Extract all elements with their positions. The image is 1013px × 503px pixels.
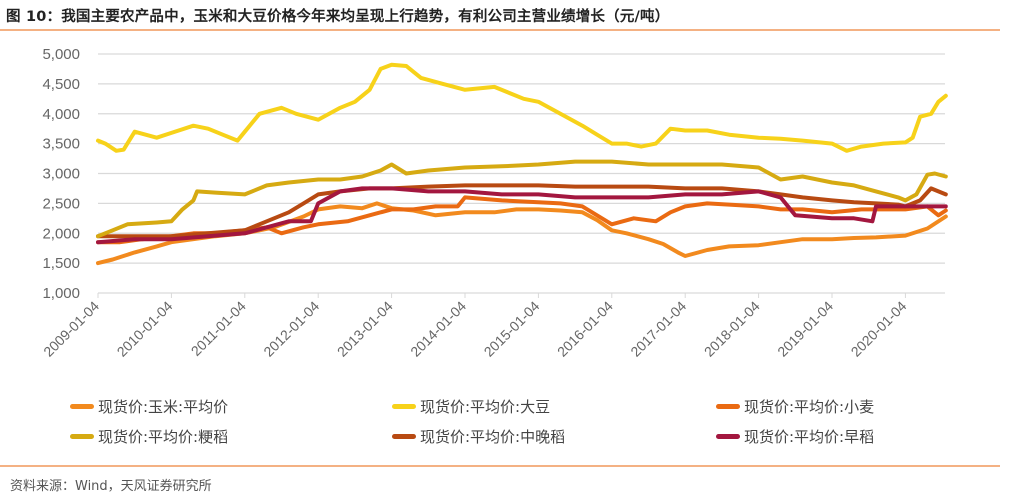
series-line (96, 183, 948, 239)
x-tick-label: 2016-01-04 (554, 298, 616, 360)
x-tick-label: 2012-01-04 (260, 298, 322, 360)
legend-label: 现货价:玉米:平均价 (98, 398, 229, 416)
series-lines (96, 62, 948, 266)
y-tick-label: 3,500 (42, 136, 80, 153)
legend-item-corn: 现货价:玉米:平均价 (70, 396, 228, 417)
legend-label: 现货价:平均价:小麦 (744, 398, 875, 416)
gridlines (98, 53, 945, 294)
series-line (96, 159, 948, 239)
chart-title: 图 10：我国主要农产品中，玉米和大豆价格今年来均呈现上行趋势，有利公司主营业绩… (6, 9, 670, 25)
y-tick-label: 2,500 (42, 195, 80, 212)
x-axis-ticks: 2009-01-04 2010-01-04 2011-01-04 2012-01-04… (40, 293, 910, 360)
y-tick-label: 1,500 (42, 255, 80, 272)
legend-item-wheat: 现货价:平均价:小麦 (716, 396, 874, 417)
y-tick-label: 2,000 (42, 225, 80, 242)
legend-item-japonica-rice: 现货价:平均价:粳稻 (70, 426, 228, 447)
legend-swatch-wheat (716, 404, 740, 409)
x-tick-label: 2017-01-04 (627, 298, 689, 360)
y-axis-ticks: 1,000 1,500 2,000 2,500 3,000 3,500 4,000 4,500… (42, 46, 80, 302)
legend-label: 现货价:平均价:大豆 (420, 398, 551, 416)
y-tick-label: 3,000 (42, 166, 80, 183)
x-tick-label: 2019-01-04 (774, 298, 836, 360)
series-line (96, 62, 948, 153)
y-tick-label: 5,000 (42, 46, 80, 63)
y-tick-label: 4,500 (42, 76, 80, 93)
legend-item-mid-late-rice: 现货价:平均价:中晚稻 (392, 426, 565, 447)
legend-label: 现货价:平均价:中晚稻 (420, 428, 566, 446)
bottom-divider (0, 465, 1000, 467)
legend-swatch-japonica-rice (70, 434, 94, 439)
legend-label: 现货价:平均价:早稻 (744, 428, 875, 446)
line-chart: 1,000 1,500 2,000 2,500 3,000 3,500 4,000 4,500… (40, 46, 948, 360)
legend-swatch-mid-late-rice (392, 434, 416, 439)
x-tick-label: 2011-01-04 (188, 298, 249, 359)
x-tick-label: 2010-01-04 (114, 298, 176, 360)
x-tick-label: 2020-01-04 (848, 298, 910, 360)
legend-item-early-rice: 现货价:平均价:早稻 (716, 426, 874, 447)
y-tick-label: 1,000 (42, 285, 80, 302)
legend-label: 现货价:平均价:粳稻 (98, 428, 229, 446)
x-tick-label: 2013-01-04 (334, 298, 396, 360)
legend-swatch-corn (70, 404, 94, 409)
x-tick-label: 2009-01-04 (40, 298, 102, 360)
legend-item-soybean: 现货价:平均价:大豆 (392, 396, 550, 417)
legend-swatch-early-rice (716, 434, 740, 439)
x-tick-label: 2018-01-04 (701, 298, 763, 360)
series-line (96, 186, 948, 245)
top-divider (0, 29, 1000, 31)
source-note: 资料来源：Wind，天风证券研究所 (10, 479, 212, 494)
legend-swatch-soybean (392, 404, 416, 409)
y-tick-label: 4,000 (42, 106, 80, 123)
x-tick-label: 2015-01-04 (481, 298, 543, 360)
x-tick-label: 2014-01-04 (407, 298, 469, 360)
